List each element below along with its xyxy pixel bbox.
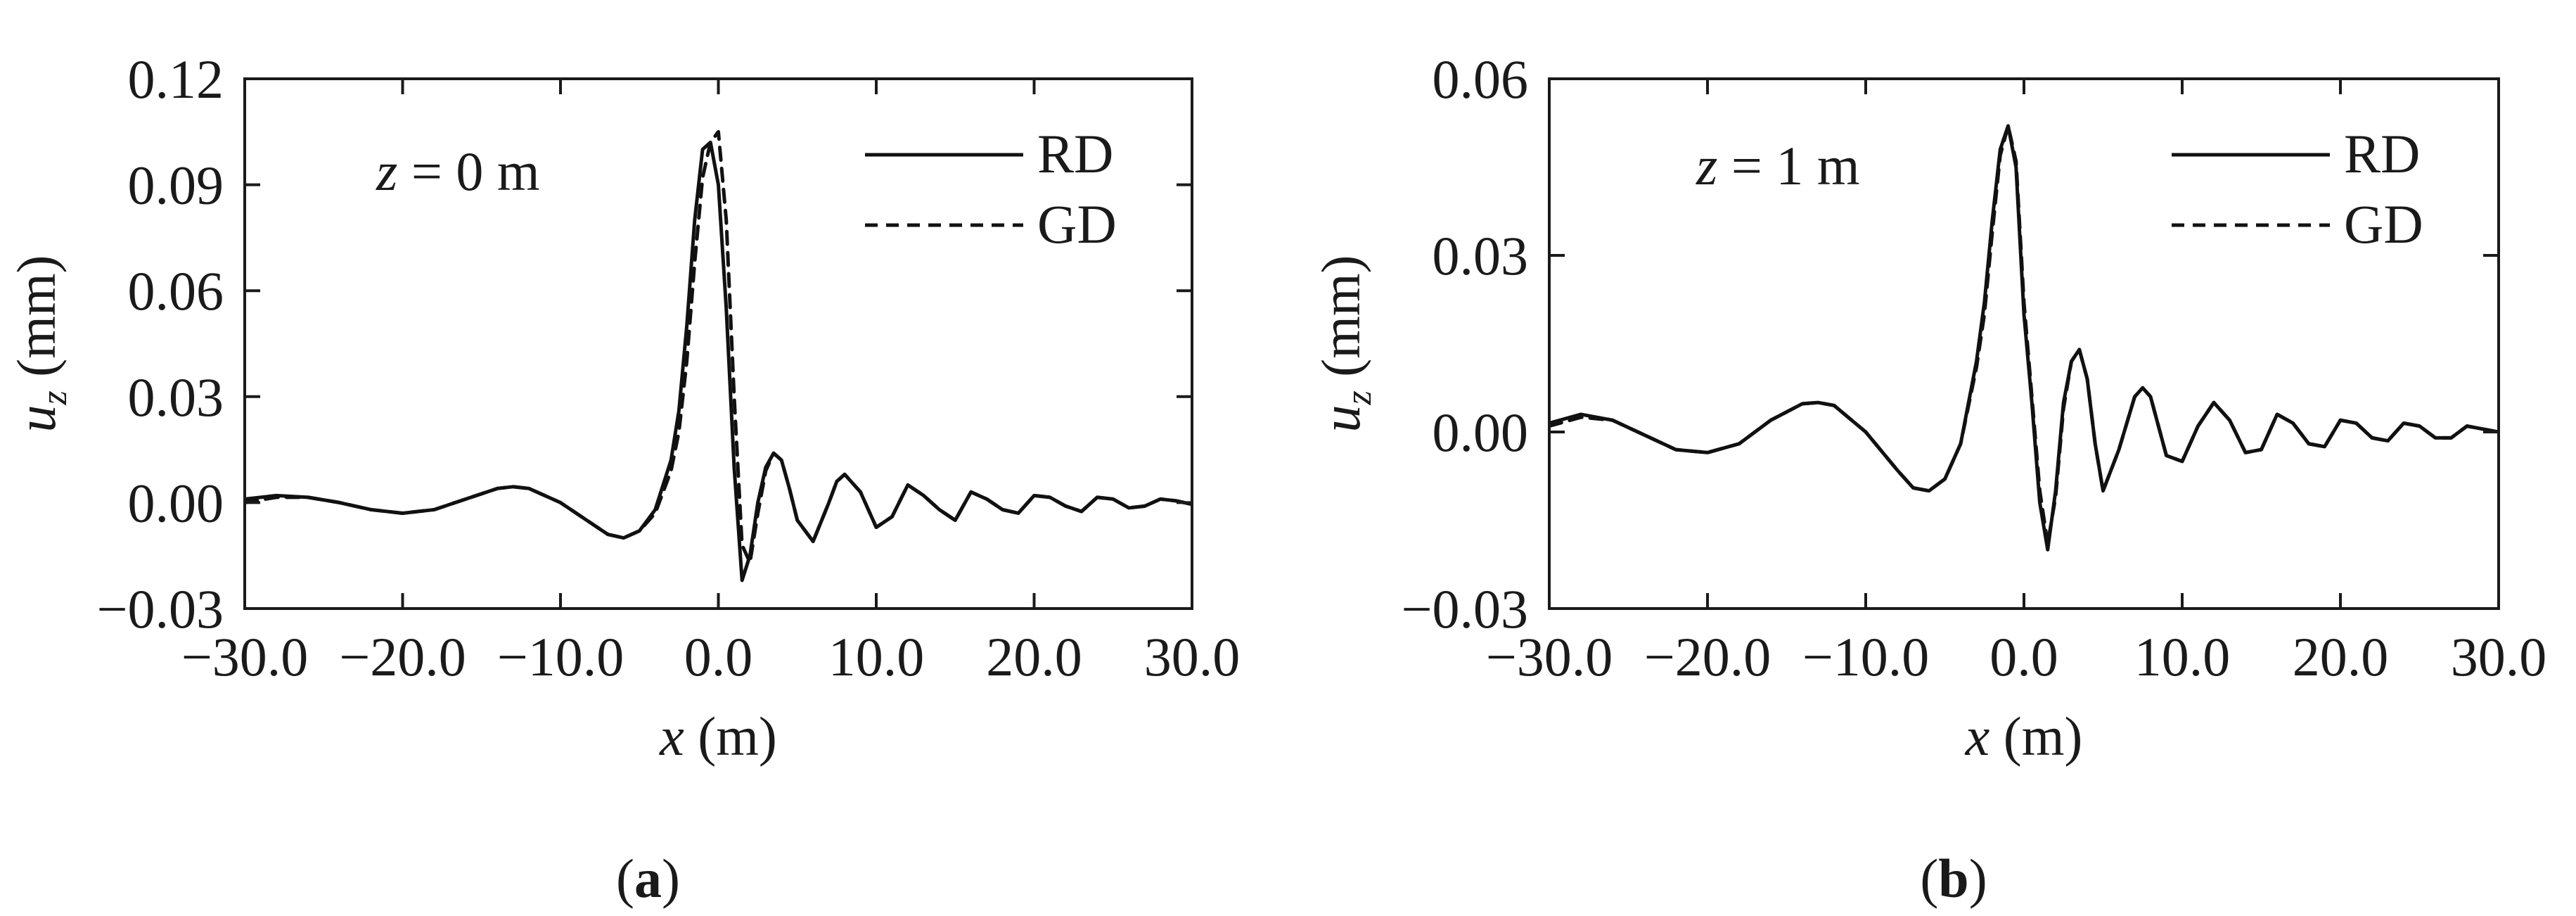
x-tick-label: 0.0 bbox=[1989, 626, 2058, 687]
legend-label-rd: RD bbox=[2344, 123, 2420, 184]
x-axis-label: x (m) bbox=[659, 706, 777, 767]
series-line-gd bbox=[245, 129, 1192, 565]
panel-label: (b) bbox=[1920, 848, 1987, 909]
x-tick-label: −10.0 bbox=[497, 626, 624, 687]
series-line-gd bbox=[1549, 124, 2499, 546]
x-tick-label: 30.0 bbox=[2451, 626, 2547, 687]
x-tick-label: 0.0 bbox=[684, 626, 753, 687]
annotation-depth: z = 0 m bbox=[376, 141, 540, 202]
series-line-rd bbox=[1549, 124, 2499, 552]
x-tick-label: −30.0 bbox=[181, 626, 309, 687]
panel-b: −30.0 −20.0 −10.0 0.0 10.0 20.0 30.0 −0.03 0.00 0… bbox=[1310, 49, 2546, 909]
x-tick-label: −20.0 bbox=[339, 626, 466, 687]
legend-label-gd: GD bbox=[1037, 193, 1117, 255]
legend-label-rd: RD bbox=[1037, 123, 1113, 184]
x-tick-label: 10.0 bbox=[2134, 626, 2231, 687]
y-tick-label: 0.00 bbox=[1433, 402, 1529, 463]
y-tick-label: 0.09 bbox=[128, 155, 224, 216]
x-tick-label: 20.0 bbox=[2293, 626, 2389, 687]
x-tick-label: 20.0 bbox=[986, 626, 1082, 687]
y-tick-label: 0.03 bbox=[128, 367, 224, 428]
y-tick-label: 0.06 bbox=[1433, 49, 1529, 110]
legend-label-gd: GD bbox=[2344, 193, 2423, 255]
x-axis-label: x (m) bbox=[1965, 706, 2083, 767]
y-tick-label: 0.00 bbox=[128, 472, 224, 533]
annotation-depth: z = 1 m bbox=[1696, 135, 1860, 196]
x-tick-label: −20.0 bbox=[1644, 626, 1771, 687]
y-tick-label: −0.03 bbox=[97, 578, 224, 640]
y-tick-label: 0.03 bbox=[1433, 225, 1529, 286]
panel-a: −30.0 −20.0 −10.0 0.0 10.0 20.0 30.0 −0.03 0.00 0… bbox=[6, 49, 1240, 909]
y-tick-label: −0.03 bbox=[1402, 578, 1529, 640]
x-tick-label: −10.0 bbox=[1802, 626, 1930, 687]
y-tick-label: 0.06 bbox=[128, 260, 224, 322]
y-tick-label: 0.12 bbox=[128, 49, 224, 110]
y-axis-label: uz (mm) bbox=[1310, 255, 1379, 432]
x-tick-label: 10.0 bbox=[828, 626, 925, 687]
panel-label: (a) bbox=[616, 848, 680, 909]
y-axis-label: uz (mm) bbox=[6, 255, 75, 432]
x-tick-label: 30.0 bbox=[1144, 626, 1241, 687]
x-tick-label: −30.0 bbox=[1486, 626, 1613, 687]
